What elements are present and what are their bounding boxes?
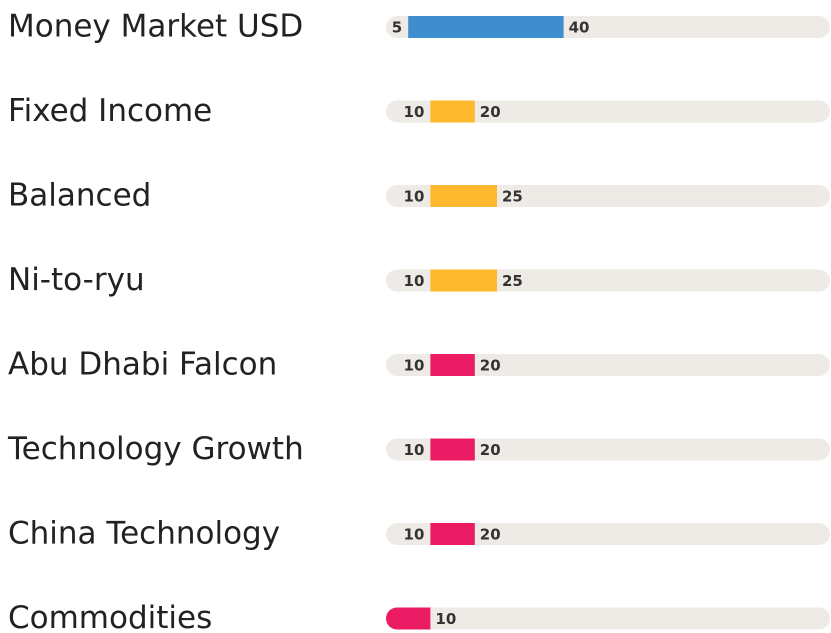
- low-label: 10: [404, 441, 425, 459]
- category-label: Balanced: [8, 178, 151, 214]
- category-label: Abu Dhabi Falcon: [8, 347, 277, 383]
- low-label: 10: [404, 188, 425, 206]
- high-label: 20: [480, 441, 501, 459]
- high-label: 20: [480, 357, 501, 375]
- high-label: 25: [502, 272, 523, 290]
- low-label: 5: [392, 19, 402, 37]
- track: [386, 438, 830, 461]
- category-label: China Technology: [8, 516, 280, 552]
- low-label: 10: [404, 272, 425, 290]
- category-label: Commodities: [8, 600, 212, 633]
- category-label: Technology Growth: [7, 431, 304, 467]
- high-label: 25: [502, 188, 523, 206]
- low-label: 10: [404, 357, 425, 375]
- bar: [430, 269, 497, 292]
- bar: [430, 354, 475, 376]
- bar: [430, 100, 475, 123]
- bar: [430, 523, 475, 545]
- track: [386, 354, 830, 376]
- high-label: 20: [480, 526, 501, 544]
- bar: [430, 438, 475, 461]
- category-label: Fixed Income: [8, 93, 212, 129]
- bar: [386, 607, 431, 630]
- low-label: 10: [404, 103, 425, 121]
- bar: [408, 16, 564, 38]
- track: [386, 523, 830, 545]
- bar: [430, 185, 497, 207]
- high-label: 20: [480, 103, 501, 121]
- high-label: 10: [435, 610, 456, 628]
- category-label: Ni-to-ryu: [8, 262, 145, 298]
- low-label: 10: [404, 526, 425, 544]
- high-label: 40: [569, 19, 590, 37]
- category-label: Money Market USD: [8, 9, 303, 45]
- track: [386, 607, 830, 630]
- track: [386, 100, 830, 123]
